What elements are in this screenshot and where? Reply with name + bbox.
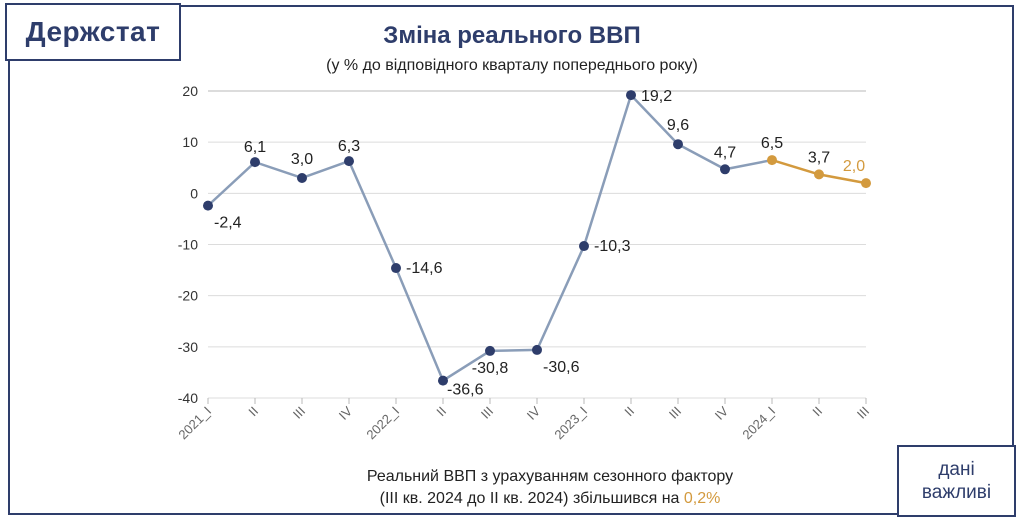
- x-tick-label: III: [854, 404, 872, 422]
- data-label: 9,6: [667, 117, 689, 134]
- footnote-text: (ІІІ кв. 2024 до ІІ кв. 2024) збільшився…: [379, 490, 684, 507]
- badge-line-2: важливі: [921, 482, 992, 503]
- data-point: [344, 156, 354, 167]
- data-point: [250, 157, 260, 168]
- y-tick-label: 0: [190, 185, 198, 201]
- data-point: [438, 375, 448, 386]
- data-label: -30,6: [543, 359, 580, 376]
- footnote-value: 0,2%: [683, 490, 721, 507]
- data-point: [767, 155, 777, 166]
- x-tick-label: II: [433, 404, 449, 420]
- chart-subtitle: (у % до відповідного кварталу попередньо…: [326, 57, 698, 74]
- data-badge: дані важливі: [897, 445, 1016, 517]
- x-tick-label: 2022_I: [363, 404, 402, 443]
- x-tick-label: II: [245, 404, 261, 420]
- data-label: 6,1: [244, 139, 266, 156]
- x-tick-label: III: [290, 404, 308, 422]
- y-tick-label: -30: [178, 339, 198, 355]
- outer-frame: [8, 5, 1014, 515]
- x-tick-label: IV: [336, 403, 356, 423]
- y-tick-label: -40: [178, 390, 198, 406]
- y-tick-label: -20: [178, 288, 198, 304]
- x-tick-label: IV: [524, 403, 544, 423]
- brand-name: Держстат: [25, 16, 161, 47]
- x-tick-label: 2023_I: [551, 404, 590, 443]
- data-point: [626, 90, 636, 101]
- data-point: [485, 345, 495, 356]
- y-tick-label: 20: [182, 83, 198, 99]
- data-point: [720, 164, 730, 175]
- data-label: 3,7: [808, 149, 830, 166]
- data-label: 2,0: [843, 158, 865, 175]
- y-tick-label: -10: [178, 237, 198, 253]
- data-label: 19,2: [641, 88, 672, 105]
- x-tick-label: II: [621, 404, 637, 420]
- data-point: [203, 200, 213, 211]
- data-label: -36,6: [447, 382, 484, 399]
- data-label: -10,3: [594, 238, 631, 255]
- x-tick-label: II: [809, 404, 825, 420]
- y-tick-label: 10: [182, 134, 198, 150]
- data-point: [861, 178, 871, 189]
- chart-title: Зміна реального ВВП: [383, 22, 641, 49]
- x-tick-label: 2024_I: [739, 404, 778, 443]
- data-point: [297, 172, 307, 183]
- data-label: 6,5: [761, 135, 783, 152]
- badge-line-1: дані: [938, 459, 975, 480]
- data-label: -14,6: [406, 260, 443, 277]
- x-tick-label: IV: [712, 403, 732, 423]
- brand-logo: Держстат: [5, 3, 181, 61]
- x-tick-label: III: [478, 404, 496, 422]
- data-point: [391, 263, 401, 274]
- x-tick-label: 2021_I: [175, 404, 214, 443]
- footnote-line-2: (ІІІ кв. 2024 до ІІ кв. 2024) збільшився…: [200, 488, 900, 510]
- series-line: [207, 92, 773, 383]
- data-point: [814, 169, 824, 180]
- chart-footnote: Реальний ВВП з урахуванням сезонного фак…: [200, 466, 900, 510]
- data-label: 4,7: [714, 144, 736, 161]
- footnote-line-1: Реальний ВВП з урахуванням сезонного фак…: [366, 468, 734, 485]
- data-point: [579, 241, 589, 252]
- data-point: [532, 344, 542, 355]
- x-tick-label: III: [666, 404, 684, 422]
- data-label: 6,3: [338, 138, 360, 155]
- data-label: -2,4: [214, 215, 242, 232]
- data-point: [673, 139, 683, 150]
- data-label: 3,0: [291, 151, 313, 168]
- data-label: -30,8: [472, 360, 509, 377]
